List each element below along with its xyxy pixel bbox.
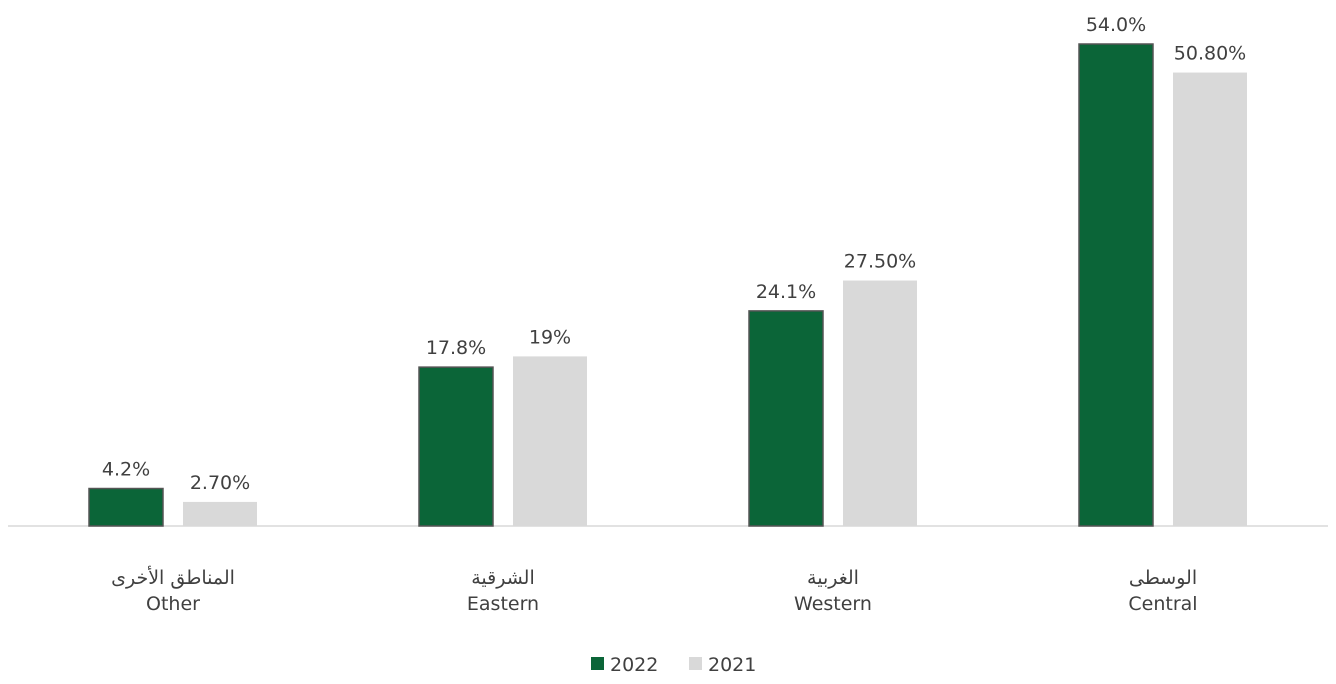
value-label-2022-eastern: 17.8% <box>426 337 486 359</box>
category-label-en-eastern: Eastern <box>467 593 539 615</box>
category-labels-group: المناطق الأخرى Other الشرقية Eastern الغربية… <box>111 566 1197 615</box>
legend-swatch-2021 <box>689 657 702 670</box>
category-label-ar-eastern: الشرقية <box>471 567 535 589</box>
category-label-ar-western: الغربية <box>807 567 859 589</box>
category-label-ar-central: الوسطى <box>1129 567 1197 589</box>
legend-swatch-2022 <box>591 657 604 670</box>
legend-label-2021: 2021 <box>708 654 756 676</box>
category-label-en-other: Other <box>146 593 200 615</box>
legend: 2022 2021 <box>591 654 756 676</box>
bar-2022-central <box>1078 43 1154 527</box>
value-label-2021-eastern: 19% <box>529 326 571 348</box>
category-label-ar-other: المناطق الأخرى <box>111 566 235 589</box>
category-label-en-central: Central <box>1128 593 1197 615</box>
bar-2022-eastern <box>418 366 494 527</box>
bar-2021-central <box>1173 72 1247 527</box>
value-label-2021-central: 50.80% <box>1174 43 1246 65</box>
bar-2021-other <box>183 501 257 526</box>
bar-2021-eastern <box>513 356 587 526</box>
value-label-2022-western: 24.1% <box>756 281 816 303</box>
value-labels-group: 4.2% 2.70% 17.8% 19% 24.1% 27.50% 54.0% 50.80% <box>102 14 1246 494</box>
bar-2022-western <box>748 310 824 527</box>
value-label-2022-other: 4.2% <box>102 459 150 481</box>
category-label-en-western: Western <box>794 593 872 615</box>
bar-2022-other <box>88 487 164 527</box>
value-label-2022-central: 54.0% <box>1086 14 1146 36</box>
value-label-2021-western: 27.50% <box>844 251 916 273</box>
legend-label-2022: 2022 <box>610 654 658 676</box>
bars-group <box>88 43 1247 527</box>
bar-2021-western <box>843 280 917 526</box>
value-label-2021-other: 2.70% <box>190 472 250 494</box>
